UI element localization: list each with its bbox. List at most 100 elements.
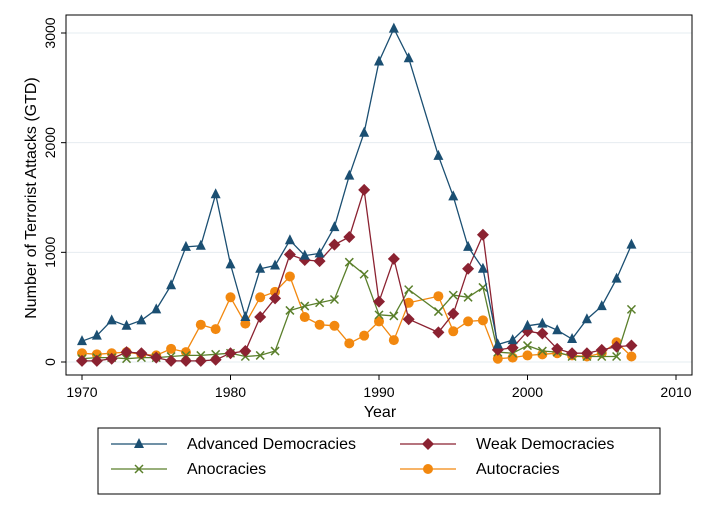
data-point [255, 292, 266, 303]
data-point [374, 316, 384, 327]
data-point [433, 291, 444, 302]
legend-item: Advanced Democracies [111, 436, 356, 453]
data-point [91, 349, 102, 360]
data-point [314, 319, 325, 330]
data-point [552, 324, 563, 335]
data-point [359, 269, 369, 279]
data-point [269, 292, 282, 305]
legend-item: Anocracies [111, 461, 266, 478]
data-point [403, 52, 414, 63]
data-point [388, 22, 399, 33]
y-tick-label: 1000 [42, 237, 58, 268]
data-point [344, 338, 355, 349]
data-point [492, 353, 503, 364]
data-point [492, 338, 503, 349]
data-point [329, 294, 339, 305]
data-point [255, 262, 266, 273]
data-point [210, 324, 221, 335]
y-axis-label: Number of Terrorist Attacks (GTD) [23, 77, 40, 319]
legend-box [97, 427, 661, 495]
x-tick-label: 1980 [215, 384, 246, 400]
data-point [225, 258, 236, 269]
legend-marker [134, 464, 144, 474]
data-point [447, 307, 460, 320]
data-point [536, 327, 549, 340]
data-point [179, 354, 192, 367]
data-point [567, 332, 578, 343]
data-point [122, 354, 132, 364]
data-point [611, 272, 622, 283]
data-point [580, 347, 593, 360]
data-point [626, 304, 636, 314]
data-point [91, 329, 102, 340]
data-point [328, 238, 341, 251]
data-point [506, 341, 519, 354]
data-point [432, 326, 445, 339]
data-point [255, 350, 265, 360]
data-point [240, 311, 251, 322]
data-point [284, 271, 295, 282]
data-point [343, 230, 356, 243]
data-point [315, 298, 325, 308]
data-point [194, 354, 207, 367]
x-axis-label: Year [364, 404, 397, 421]
data-point [358, 183, 371, 196]
data-point [463, 292, 473, 302]
data-point [403, 297, 414, 308]
data-point [106, 314, 117, 325]
data-point [210, 188, 221, 199]
x-tick-label: 1990 [363, 384, 394, 400]
data-point [120, 346, 133, 359]
data-point [195, 319, 206, 330]
data-point [374, 310, 384, 320]
data-point [300, 301, 310, 311]
x-tick-label: 2000 [512, 384, 543, 400]
data-point [597, 351, 607, 362]
data-point [166, 343, 177, 354]
data-point [344, 257, 354, 267]
data-point [551, 342, 564, 355]
data-point [596, 300, 607, 311]
data-point [462, 262, 475, 275]
data-point [402, 313, 415, 326]
data-point [359, 126, 370, 137]
data-point [433, 307, 443, 317]
data-point [477, 315, 488, 326]
data-point [239, 345, 252, 358]
data-point [270, 346, 280, 356]
data-point [463, 316, 474, 327]
data-point [359, 330, 370, 341]
legend-marker [422, 438, 434, 450]
axes: 0 1000 2000 3000 1970 1980 1990 2000 2010 [42, 14, 693, 400]
data-point [105, 352, 118, 365]
data-point [254, 311, 267, 324]
data-point [581, 313, 592, 324]
data-point [388, 335, 399, 346]
data-point [121, 319, 132, 330]
legend-label: Anocracies [187, 461, 266, 478]
x-tick-label: 1970 [66, 384, 97, 400]
data-point [150, 351, 163, 364]
data-point [90, 354, 103, 367]
data-point [314, 247, 325, 258]
legend-label: Weak Democracies [476, 436, 614, 453]
data-point [329, 320, 340, 331]
data-point [476, 228, 489, 241]
data-point [344, 169, 355, 180]
data-point [136, 314, 147, 325]
data-point [448, 290, 458, 300]
legend-label: Advanced Democracies [187, 436, 356, 453]
data-point [195, 239, 206, 250]
data-point [373, 295, 385, 308]
data-point [448, 190, 459, 201]
legend-marker [134, 438, 144, 448]
data-point [284, 234, 295, 245]
y-tick-label: 0 [42, 358, 58, 366]
data-point [522, 341, 533, 351]
data-point [626, 238, 637, 249]
data-point [477, 262, 488, 273]
data-point [283, 248, 296, 261]
data-point [522, 319, 533, 330]
data-point [225, 292, 236, 303]
